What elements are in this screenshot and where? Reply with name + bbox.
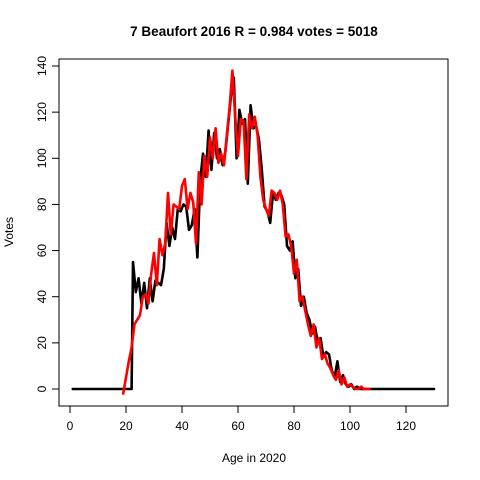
x-axis-label: Age in 2020	[222, 451, 286, 465]
chart-title: 7 Beaufort 2016 R = 0.984 votes = 5018	[130, 24, 378, 39]
x-tick-label: 100	[340, 419, 360, 433]
plot-frame	[58, 58, 449, 407]
x-tick-label: 80	[287, 419, 301, 433]
x-tick-label: 120	[396, 419, 416, 433]
y-tick-label: 100	[35, 148, 49, 168]
y-tick-label: 0	[35, 385, 49, 392]
x-tick-label: 60	[231, 419, 245, 433]
y-tick-label: 40	[35, 290, 49, 304]
y-tick-label: 80	[35, 197, 49, 211]
plot-area	[58, 58, 449, 407]
y-tick-label: 140	[35, 56, 49, 76]
x-axis: 0 20 40 60 80 100 120	[67, 405, 416, 433]
y-axis: 0 20 40 60 80 100 120 140	[35, 56, 60, 392]
y-tick-label: 20	[35, 336, 49, 350]
series-layer	[71, 69, 436, 395]
y-axis-label: Votes	[2, 217, 16, 247]
y-tick-label: 60	[35, 244, 49, 258]
y-tick-label: 120	[35, 102, 49, 122]
x-tick-label: 20	[119, 419, 133, 433]
series-line-2	[121, 69, 371, 395]
x-tick-label: 0	[67, 419, 74, 433]
x-tick-label: 40	[175, 419, 189, 433]
